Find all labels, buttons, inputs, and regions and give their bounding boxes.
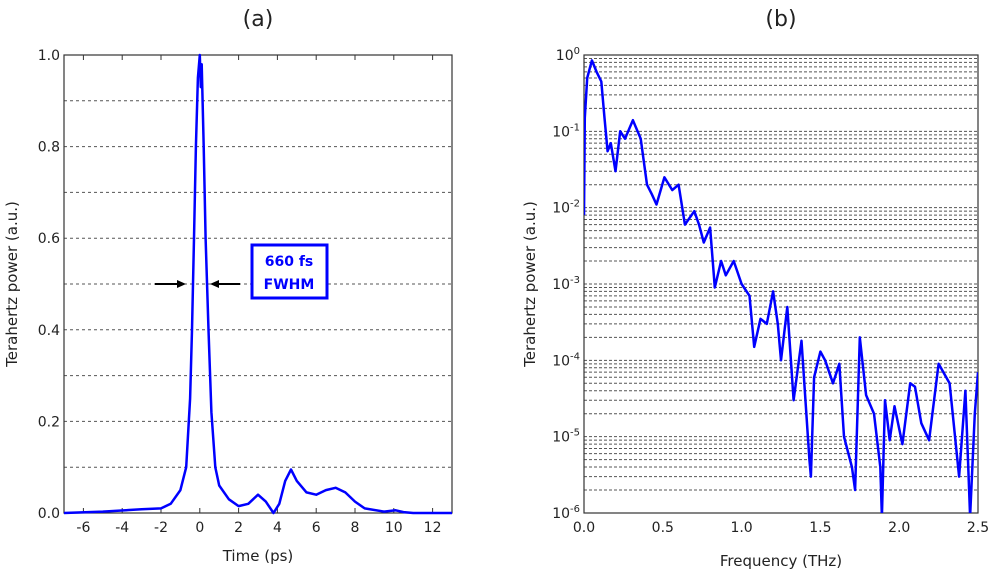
x-tick-label: 0 xyxy=(195,520,204,536)
annotation-box xyxy=(250,243,329,300)
x-tick-label: 0.0 xyxy=(573,520,595,536)
x-axis-label: Time (ps) xyxy=(222,547,294,565)
y-axis-label: Terahertz power (a.u.) xyxy=(521,201,539,368)
x-tick-label: 0.5 xyxy=(652,520,674,536)
plot-frame xyxy=(583,54,979,514)
panel-label: (b) xyxy=(765,7,796,32)
y-tick-label: 0.0 xyxy=(38,506,60,522)
y-tick-label: 10-3 xyxy=(552,275,580,293)
x-tick-label: 6 xyxy=(312,520,321,536)
data-line xyxy=(584,59,978,513)
x-tick-label: 10 xyxy=(385,520,403,536)
annotation-text: 660 fs xyxy=(265,254,314,270)
x-tick-label: 1.5 xyxy=(809,520,831,536)
y-tick-label: 0.8 xyxy=(38,140,60,156)
arrow-right-icon xyxy=(177,280,186,288)
x-tick-label: 2.5 xyxy=(967,520,989,536)
annotation-text: FWHM xyxy=(264,277,315,293)
y-tick-label: 10-6 xyxy=(552,504,580,522)
x-tick-label: -6 xyxy=(76,520,90,536)
panel-a: -6 -4 -2 0 2 4 6 8 10 12 0.0 0.2 0.4 0.6 0.8 1.0 (a) Time… xyxy=(3,7,453,565)
x-tick-label: -4 xyxy=(115,520,129,536)
plot-frame xyxy=(63,54,453,514)
y-tick-label: 0.4 xyxy=(38,323,60,339)
y-tick-label: 10-5 xyxy=(552,428,580,446)
y-axis-label: Terahertz power (a.u.) xyxy=(3,201,21,368)
y-tick-label: 10-1 xyxy=(552,122,580,140)
x-tick-label: -2 xyxy=(154,520,168,536)
x-tick-label: 2 xyxy=(234,520,243,536)
x-tick-label: 4 xyxy=(273,520,282,536)
x-axis-label: Frequency (THz) xyxy=(720,552,842,570)
x-tick-label: 1.0 xyxy=(730,520,752,536)
y-tick-label: 10-2 xyxy=(552,199,580,217)
panel-label: (a) xyxy=(243,7,274,32)
x-tick-label: 12 xyxy=(424,520,442,536)
y-tick-label: 1.0 xyxy=(38,48,60,64)
y-tick-label: 0.6 xyxy=(38,231,60,247)
y-tick-label: 100 xyxy=(556,46,580,64)
y-tick-label: 10-4 xyxy=(552,351,580,369)
x-tick-label: 8 xyxy=(351,520,360,536)
y-tick-label: 0.2 xyxy=(38,414,60,430)
arrow-left-icon xyxy=(210,280,219,288)
panel-b: 0.0 0.5 1.0 1.5 2.0 2.5 100 10-1 10-2 10-3 10-4 10-… xyxy=(521,7,989,570)
data-line xyxy=(63,53,452,515)
x-tick-label: 2.0 xyxy=(888,520,910,536)
